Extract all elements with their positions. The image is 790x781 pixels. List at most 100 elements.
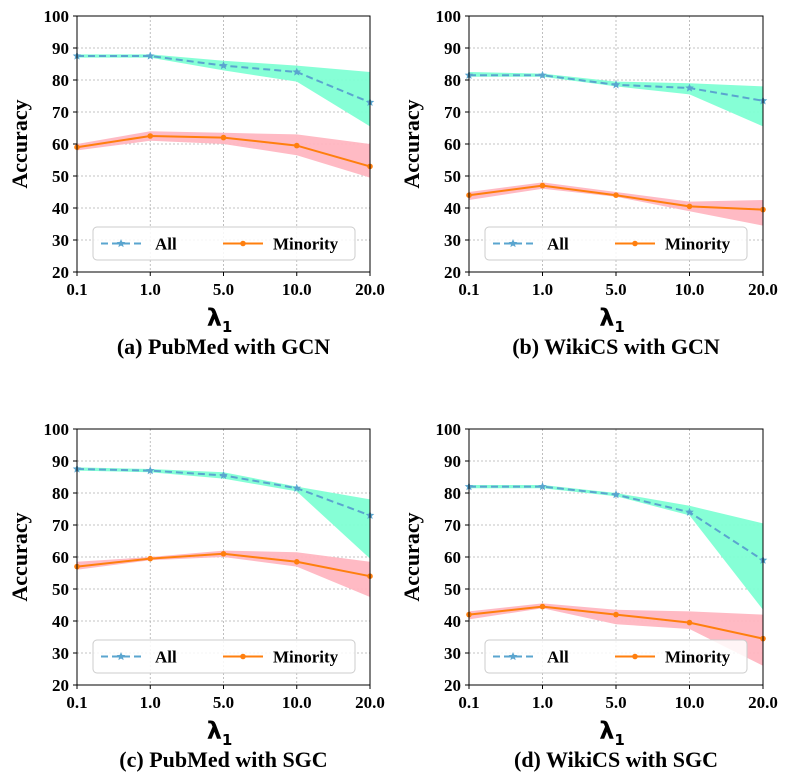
x-axis-label: λ1	[599, 304, 625, 336]
x-tick-label: 20.0	[355, 280, 385, 299]
point-minority	[293, 559, 300, 565]
point-all	[292, 67, 302, 76]
legend: All Minority	[92, 226, 356, 261]
x-tick-label: 0.1	[458, 280, 479, 299]
y-tick-label: 30	[444, 644, 461, 663]
y-tick-label: 40	[444, 199, 461, 218]
y-axis-label: Accuracy	[399, 512, 424, 601]
y-tick-label: 80	[444, 71, 461, 90]
x-tick-label: 5.0	[605, 280, 626, 299]
legend-marker-all	[116, 652, 126, 661]
x-tick-label: 10.0	[282, 280, 312, 299]
legend-marker-minority	[240, 653, 246, 660]
legend-marker-minority	[632, 240, 638, 247]
legend: All Minority	[92, 639, 356, 674]
point-minority	[220, 551, 227, 557]
x-axis-label: λ1	[207, 304, 233, 336]
y-tick-label: 50	[52, 580, 69, 599]
x-tick-label: 0.1	[66, 280, 87, 299]
y-tick-label: 20	[52, 676, 69, 695]
band-minority	[469, 603, 763, 666]
x-tick-label: 1.0	[532, 693, 553, 712]
chart-panel-2: 20 30 40 50 60 70 80 90 100 0.1 1.0 5.0 10.0 20.0 Accu…	[399, 7, 778, 359]
point-minority	[220, 134, 227, 141]
legend-label-all: All	[155, 648, 177, 667]
y-axis-label: Accuracy	[399, 99, 424, 188]
x-tick-label: 1.0	[140, 693, 161, 712]
x-tick-label: 1.0	[140, 280, 161, 299]
y-tick-label: 100	[44, 7, 70, 26]
point-minority	[539, 603, 546, 610]
point-minority	[539, 182, 546, 189]
band-all	[469, 485, 763, 610]
chart-caption: (b) WikiCS with GCN	[512, 334, 720, 359]
point-minority	[686, 619, 693, 626]
point-minority	[686, 203, 693, 210]
point-all	[145, 51, 155, 60]
x-tick-label: 5.0	[605, 693, 626, 712]
legend-marker-minority	[632, 653, 638, 660]
y-tick-label: 60	[444, 548, 461, 567]
y-tick-label: 20	[444, 676, 461, 695]
y-tick-label: 90	[52, 39, 69, 58]
legend-label-all: All	[547, 235, 569, 254]
x-tick-label: 10.0	[675, 693, 705, 712]
point-all	[292, 483, 302, 492]
point-minority	[293, 142, 300, 149]
y-axis-label: Accuracy	[7, 99, 32, 188]
y-tick-label: 50	[444, 167, 461, 186]
y-tick-label: 90	[444, 39, 461, 58]
point-minority	[147, 133, 154, 139]
legend-label-minority: Minority	[665, 648, 731, 667]
legend-label-minority: Minority	[273, 648, 339, 667]
point-all	[685, 507, 694, 516]
y-tick-label: 30	[52, 231, 69, 250]
chart-caption: (a) PubMed with GCN	[117, 334, 330, 359]
y-tick-label: 20	[52, 263, 69, 282]
point-all	[219, 61, 228, 70]
x-tick-label: 20.0	[748, 280, 778, 299]
legend-marker-all	[508, 652, 518, 661]
point-all	[611, 490, 621, 499]
x-tick-label: 5.0	[213, 693, 234, 712]
legend-label-minority: Minority	[665, 235, 731, 254]
y-tick-label: 90	[52, 452, 69, 471]
legend-label-minority: Minority	[273, 235, 339, 254]
y-tick-label: 40	[52, 612, 69, 631]
point-all	[538, 70, 547, 79]
chart-panel-4: 20 30 40 50 60 70 80 90 100 0.1 1.0 5.0 10.0 20.0 Accu…	[399, 420, 778, 772]
legend: All Minority	[484, 639, 748, 674]
point-all	[611, 80, 621, 89]
legend: All Minority	[484, 226, 748, 261]
x-tick-label: 0.1	[66, 693, 87, 712]
point-minority	[147, 555, 154, 562]
y-tick-label: 100	[436, 7, 462, 26]
point-minority	[613, 611, 619, 618]
y-tick-label: 60	[52, 548, 69, 567]
y-axis-label: Accuracy	[7, 512, 32, 601]
y-tick-label: 70	[52, 516, 69, 535]
y-tick-label: 50	[444, 580, 461, 599]
legend-label-all: All	[155, 235, 177, 254]
y-tick-label: 80	[52, 484, 69, 503]
x-tick-label: 20.0	[355, 693, 385, 712]
x-tick-label: 20.0	[748, 693, 778, 712]
y-tick-label: 60	[52, 135, 69, 154]
legend-marker-minority	[240, 240, 246, 247]
y-tick-label: 50	[52, 167, 69, 186]
y-tick-label: 80	[52, 71, 69, 90]
y-tick-label: 30	[444, 231, 461, 250]
y-tick-label: 60	[444, 135, 461, 154]
x-tick-label: 0.1	[458, 693, 479, 712]
legend-marker-all	[116, 239, 126, 248]
x-axis-label: λ1	[599, 717, 625, 749]
band-minority	[77, 131, 370, 178]
chart-caption: (d) WikiCS with SGC	[514, 747, 718, 772]
y-tick-label: 80	[444, 484, 461, 503]
point-all	[538, 482, 547, 491]
point-all	[219, 470, 228, 480]
legend-marker-all	[508, 239, 518, 248]
y-tick-label: 70	[52, 103, 69, 122]
x-tick-label: 5.0	[213, 280, 234, 299]
